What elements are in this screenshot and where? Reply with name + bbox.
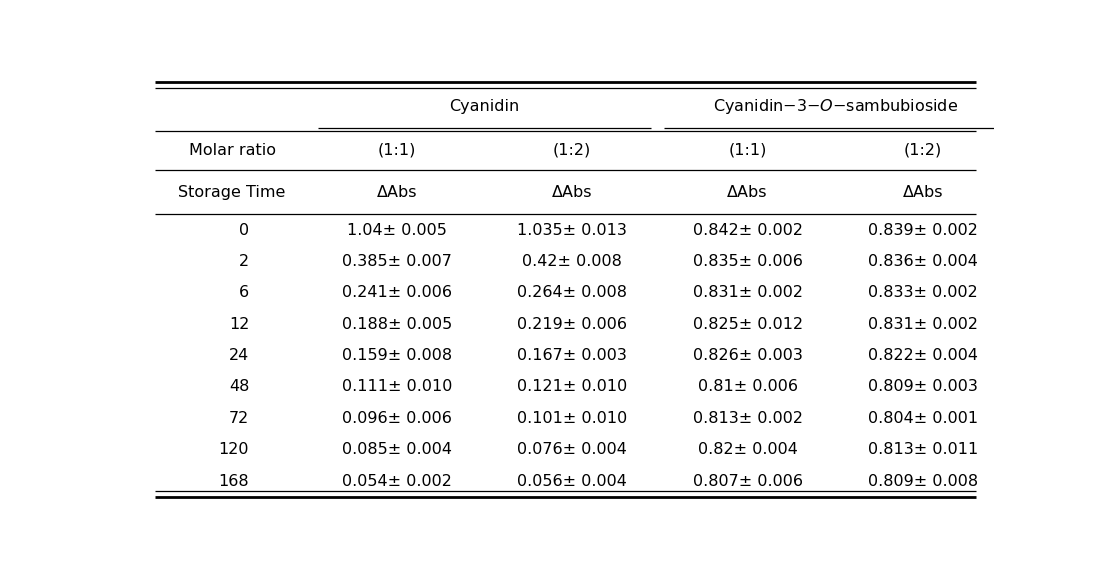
Text: 0.82± 0.004: 0.82± 0.004 bbox=[698, 442, 797, 457]
Text: 0.81± 0.006: 0.81± 0.006 bbox=[698, 379, 797, 394]
Text: Cyanidin: Cyanidin bbox=[449, 99, 520, 114]
Text: 168: 168 bbox=[219, 473, 250, 489]
Text: 0.826± 0.003: 0.826± 0.003 bbox=[692, 348, 803, 363]
Text: 12: 12 bbox=[229, 317, 250, 332]
Text: Storage Time: Storage Time bbox=[179, 185, 286, 200]
Text: 0.809± 0.008: 0.809± 0.008 bbox=[868, 473, 978, 489]
Text: 48: 48 bbox=[229, 379, 250, 394]
Text: 0.839± 0.002: 0.839± 0.002 bbox=[868, 222, 978, 238]
Text: 0.241± 0.006: 0.241± 0.006 bbox=[342, 285, 452, 300]
Text: 72: 72 bbox=[229, 411, 250, 426]
Text: 0.385± 0.007: 0.385± 0.007 bbox=[342, 254, 452, 269]
Text: (1:1): (1:1) bbox=[729, 143, 767, 158]
Text: 24: 24 bbox=[229, 348, 250, 363]
Text: 0.807± 0.006: 0.807± 0.006 bbox=[692, 473, 803, 489]
Text: (1:2): (1:2) bbox=[904, 143, 942, 158]
Text: 0.835± 0.006: 0.835± 0.006 bbox=[692, 254, 803, 269]
Text: 120: 120 bbox=[219, 442, 250, 457]
Text: 0.121± 0.010: 0.121± 0.010 bbox=[517, 379, 627, 394]
Text: 0.825± 0.012: 0.825± 0.012 bbox=[692, 317, 803, 332]
Text: 0.054± 0.002: 0.054± 0.002 bbox=[342, 473, 452, 489]
Text: 0.101± 0.010: 0.101± 0.010 bbox=[517, 411, 627, 426]
Text: 1.04± 0.005: 1.04± 0.005 bbox=[347, 222, 447, 238]
Text: 0.076± 0.004: 0.076± 0.004 bbox=[518, 442, 627, 457]
Text: ΔAbs: ΔAbs bbox=[903, 185, 943, 200]
Text: ΔAbs: ΔAbs bbox=[552, 185, 593, 200]
Text: ΔAbs: ΔAbs bbox=[376, 185, 417, 200]
Text: 2: 2 bbox=[240, 254, 250, 269]
Text: 0.833± 0.002: 0.833± 0.002 bbox=[868, 285, 978, 300]
Text: 0.809± 0.003: 0.809± 0.003 bbox=[868, 379, 978, 394]
Text: (1:1): (1:1) bbox=[378, 143, 416, 158]
Text: 0.264± 0.008: 0.264± 0.008 bbox=[517, 285, 627, 300]
Text: 0: 0 bbox=[240, 222, 250, 238]
Text: 0.096± 0.006: 0.096± 0.006 bbox=[342, 411, 452, 426]
Text: 0.804± 0.001: 0.804± 0.001 bbox=[868, 411, 978, 426]
Text: 0.056± 0.004: 0.056± 0.004 bbox=[518, 473, 627, 489]
Text: 0.831± 0.002: 0.831± 0.002 bbox=[868, 317, 978, 332]
Text: 0.42± 0.008: 0.42± 0.008 bbox=[522, 254, 623, 269]
Text: Molar ratio: Molar ratio bbox=[189, 143, 276, 158]
Text: 0.111± 0.010: 0.111± 0.010 bbox=[341, 379, 452, 394]
Text: 0.822± 0.004: 0.822± 0.004 bbox=[868, 348, 978, 363]
Text: Cyanidin$-$3$-$$\it{O}$$-$sambubioside: Cyanidin$-$3$-$$\it{O}$$-$sambubioside bbox=[713, 97, 958, 116]
Text: 0.085± 0.004: 0.085± 0.004 bbox=[342, 442, 452, 457]
Text: 0.836± 0.004: 0.836± 0.004 bbox=[868, 254, 978, 269]
Text: ΔAbs: ΔAbs bbox=[728, 185, 768, 200]
Text: (1:2): (1:2) bbox=[553, 143, 592, 158]
Text: 0.219± 0.006: 0.219± 0.006 bbox=[517, 317, 627, 332]
Text: 0.813± 0.011: 0.813± 0.011 bbox=[868, 442, 978, 457]
Text: 0.842± 0.002: 0.842± 0.002 bbox=[692, 222, 803, 238]
Text: 1.035± 0.013: 1.035± 0.013 bbox=[518, 222, 627, 238]
Text: 0.159± 0.008: 0.159± 0.008 bbox=[342, 348, 452, 363]
Text: 0.831± 0.002: 0.831± 0.002 bbox=[692, 285, 803, 300]
Text: 0.188± 0.005: 0.188± 0.005 bbox=[342, 317, 452, 332]
Text: 0.813± 0.002: 0.813± 0.002 bbox=[692, 411, 803, 426]
Text: 6: 6 bbox=[240, 285, 250, 300]
Text: 0.167± 0.003: 0.167± 0.003 bbox=[518, 348, 627, 363]
